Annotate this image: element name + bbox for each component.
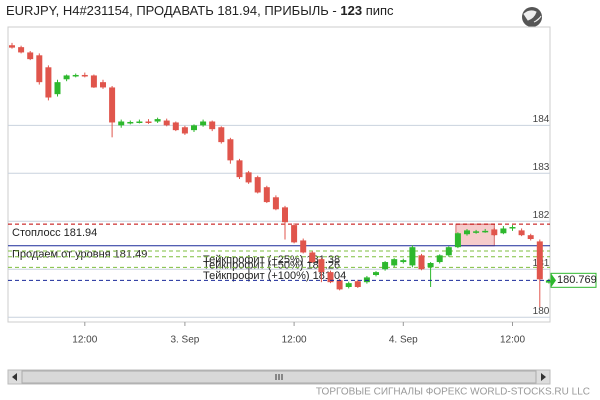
title-text: EURJPY, H4#231154, ПРОДАВАТЬ 181.94, ПРИ… [6,3,337,18]
profit-pips: 123 [340,3,362,18]
x-tick-label: 12:00 [500,335,525,346]
current-price-label: 180.769 [557,274,597,286]
candle-body [354,281,361,287]
candle-body [9,45,15,48]
candle-body [363,277,370,283]
footer: ТОРГОВЫЕ СИГНАЛЫ ФОРЕКС WORLD-STOCKS.RU … [316,387,590,398]
candle-body [545,280,552,283]
y-tick-label: 183 [533,162,550,173]
candle-body [63,75,70,80]
candle-body [72,74,79,77]
candle-body [18,47,25,53]
y-tick-label: 184 [533,114,550,125]
x-tick-label: 4. Sep [389,335,418,346]
candle-body [45,67,52,98]
current-price-marker [551,273,556,288]
candle-body [527,235,534,240]
candle-body [345,283,352,287]
candle-body [473,231,480,233]
candle-body [81,74,88,77]
candle-body [236,160,243,178]
candle-body [382,262,389,270]
candle-body [373,272,379,275]
globe-icon[interactable] [522,7,542,27]
candle-body [191,125,197,131]
candle-body [109,87,116,123]
candle-body [509,227,516,229]
arrow-left [12,373,17,381]
scroll-grip [275,374,283,380]
chart-title: EURJPY, H4#231154, ПРОДАВАТЬ 181.94, ПРИ… [6,3,394,18]
candle-body [418,255,425,270]
candle-body [427,263,434,268]
candle-body [100,82,106,88]
candle-body [245,172,252,183]
candle-body [464,230,470,235]
candle-body [400,260,407,263]
candle-body [336,280,343,290]
candle-body [54,82,61,95]
candle-body [118,121,125,126]
profit-unit: пипс [366,3,394,18]
candle-body [136,121,143,123]
x-tick-label: 12:00 [72,335,97,346]
candle-body [145,121,152,123]
candle-body [127,121,134,124]
level-label: Продаем от уровня 181.49 [12,249,147,261]
level-label: Стоплосс 181.94 [12,227,97,239]
candle-body [454,233,461,248]
arrow-right [541,373,546,381]
candle-body [282,207,288,223]
candle-body [27,52,34,60]
candle-body [90,75,97,88]
candle-body [327,272,334,283]
candle-body [291,225,298,243]
y-tick-label: 182 [533,210,550,221]
candle-body [436,255,443,263]
candle-body [409,247,416,266]
candle-body [482,230,489,233]
scrollbar[interactable] [7,369,551,385]
plot-area [7,26,551,323]
candle-body [318,259,325,273]
candle-body [536,241,543,280]
candle-body [445,247,452,256]
candle-body [209,121,216,130]
x-tick-label: 12:00 [282,335,307,346]
level-label: Тейкпрофит (+50%) 181.26 [203,260,340,272]
globe-land [523,10,542,23]
candle-body [163,120,170,126]
x-tick-label: 3. Sep [170,335,199,346]
candle-body [491,229,498,236]
signal-zone [455,223,495,247]
candle-body [263,187,270,203]
candle-body [309,252,316,263]
candle-body [227,139,234,161]
candle-body [36,55,43,83]
candle-body [254,177,261,193]
candle-body [518,230,525,236]
candle-body [391,259,398,266]
level-label: Тейкпрофит (+100%) 181.04 [203,270,346,282]
candle-body [200,121,207,126]
candle-body [154,119,161,122]
candle-body [218,127,225,143]
candle-body [172,122,179,131]
candle-body [300,240,307,253]
y-tick-label: 180 [533,306,550,317]
candle-body [500,228,507,234]
candle-body [181,127,188,134]
candle-body [272,197,279,210]
